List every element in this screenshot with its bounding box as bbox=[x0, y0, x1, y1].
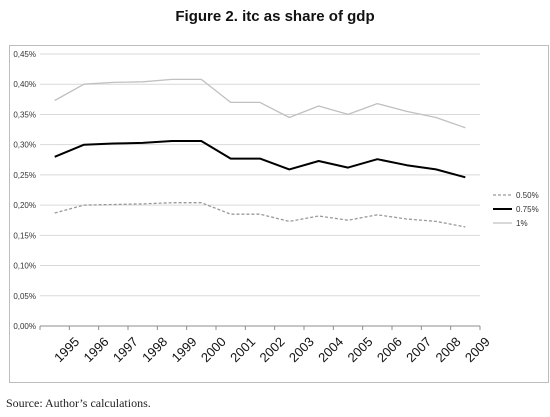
y-tick-label: 0,45% bbox=[13, 50, 36, 59]
x-tick-label: 2006 bbox=[374, 334, 405, 365]
series-line-0.75pct bbox=[54, 140, 466, 179]
x-axis-ticks: 1995199619971998199920002001200220032004… bbox=[39, 326, 493, 365]
gridlines bbox=[40, 53, 480, 327]
x-tick-label: 2008 bbox=[433, 334, 464, 365]
x-tick-label: 2003 bbox=[286, 334, 317, 365]
y-tick-label: 0,35% bbox=[13, 110, 36, 119]
y-tick-label: 0,15% bbox=[13, 231, 36, 240]
x-tick-label: 2000 bbox=[198, 334, 229, 365]
legend: 0.50% 0.75% 1% bbox=[493, 191, 539, 228]
source-note: Source: Author’s calculations. bbox=[6, 396, 151, 410]
y-tick-label: 0,20% bbox=[13, 201, 36, 210]
chart-title: Figure 2. itc as share of gdp bbox=[175, 8, 375, 25]
series-line-1pct bbox=[54, 78, 466, 129]
legend-label: 0.50% bbox=[516, 191, 539, 200]
y-axis-ticks: 0,00% 0,05% 0,10% 0,15% 0,20% 0,25% 0,30% 0,35%… bbox=[13, 50, 36, 331]
x-tick-label: 2002 bbox=[257, 334, 288, 365]
series-lines bbox=[54, 78, 466, 228]
x-tick-label: 1999 bbox=[169, 334, 200, 365]
x-tick-label: 1995 bbox=[51, 334, 82, 365]
legend-label: 0.75% bbox=[516, 205, 539, 214]
x-tick-label: 2009 bbox=[462, 334, 493, 365]
x-tick-label: 2005 bbox=[345, 334, 376, 365]
x-tick-label: 2004 bbox=[315, 334, 346, 365]
x-tick-label: 1996 bbox=[81, 334, 112, 365]
y-tick-label: 0,40% bbox=[13, 80, 36, 89]
x-tick-label: 1998 bbox=[139, 334, 170, 365]
x-tick-label: 2007 bbox=[403, 334, 434, 365]
y-tick-label: 0,30% bbox=[13, 141, 36, 150]
legend-label: 1% bbox=[516, 219, 528, 228]
series-line-0.50pct bbox=[54, 202, 466, 228]
x-tick-label: 2001 bbox=[227, 334, 258, 365]
y-tick-label: 0,10% bbox=[13, 262, 36, 271]
x-tick-label: 1997 bbox=[110, 334, 141, 365]
y-tick-label: 0,05% bbox=[13, 292, 36, 301]
y-tick-label: 0,00% bbox=[13, 322, 36, 331]
chart-frame bbox=[9, 45, 549, 383]
y-tick-label: 0,25% bbox=[13, 171, 36, 180]
